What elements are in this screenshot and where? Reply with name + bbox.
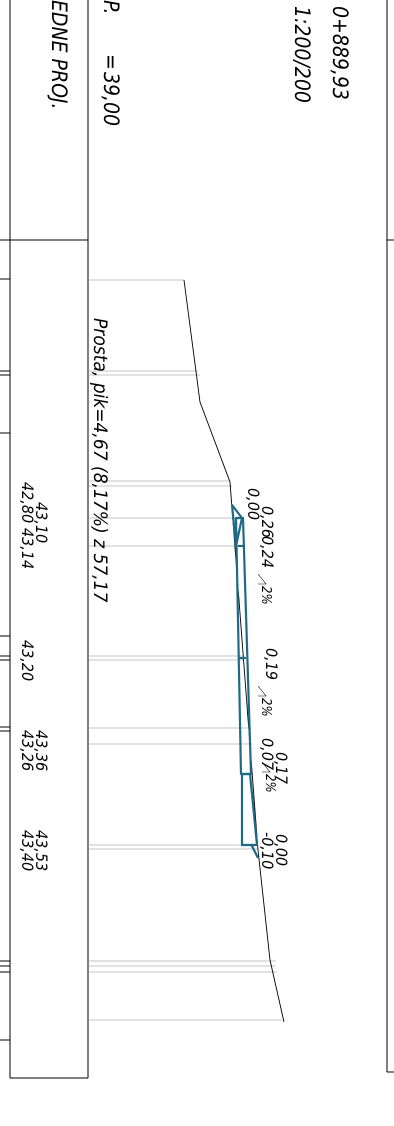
offset-label: 0,19	[262, 648, 281, 680]
offset-label: 0,17	[272, 752, 291, 785]
elevation-label: 43,53	[32, 830, 51, 871]
elevation-label: 43,36	[32, 730, 51, 771]
grade-label: 2%	[258, 698, 273, 717]
ground-profile-line	[183, 279, 285, 1023]
table-frame	[0, 0, 394, 1079]
elevation-label: 43,26	[18, 730, 37, 771]
grade-triangle-icon	[257, 685, 267, 697]
grade-triangle-icon	[257, 573, 267, 585]
grade-triangle-icon	[261, 761, 271, 773]
scale-label: 1:200/200	[290, 6, 314, 103]
project-label: EDNE PROJ.	[47, 0, 71, 110]
grade-labels: 2% 2% 2%	[257, 573, 277, 793]
elevation-label: 43,14	[18, 528, 37, 569]
chainage-label: 0+889,93	[328, 6, 352, 100]
elevation-label: 43,40	[18, 830, 37, 871]
elevation-label: 43,20	[18, 640, 37, 681]
datum-prefix: P.	[99, 0, 123, 15]
elevation-label: 43,10	[32, 502, 51, 543]
offset-label: -0,10	[258, 832, 277, 869]
structure-outline	[230, 503, 259, 859]
offset-label: 0,26	[258, 506, 277, 538]
offset-label: 0,00	[272, 834, 291, 866]
datum-value: 39,00	[99, 72, 123, 126]
elevation-label: 42,80	[18, 482, 37, 523]
grade-label: 2%	[262, 774, 277, 793]
offset-labels: 0,00 0,26 0,24 0,19 0,07 0,17 -0,10 0,00	[244, 488, 291, 869]
offset-label: 0,24	[258, 536, 277, 568]
grade-label: 2%	[258, 586, 273, 605]
datum-equals: =	[99, 54, 123, 70]
profile-gridlines	[88, 279, 282, 1021]
elevation-labels: 42,80 43,10 43,14 43,20 43,26 43,36 43,4…	[18, 482, 51, 871]
slope-note: Prosta, pik=4,67 (8,17%) z 57,17	[89, 318, 111, 603]
offset-label: 0,00	[244, 488, 263, 520]
